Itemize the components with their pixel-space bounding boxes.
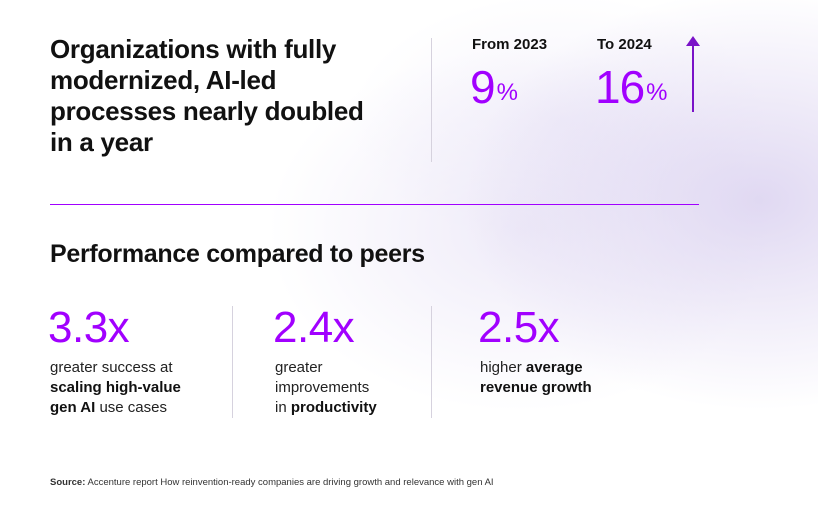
stat-text-bold: revenue growth xyxy=(480,379,592,396)
to-value: 16% xyxy=(595,61,668,113)
percent-sign: % xyxy=(496,79,518,106)
section-title: Performance compared to peers xyxy=(50,240,425,268)
stat-value: 2.5x xyxy=(478,303,560,352)
from-value-number: 9 xyxy=(470,61,496,113)
stat-text-line: improvements xyxy=(275,379,370,396)
stat-text-line: use cases xyxy=(95,399,167,416)
stat-text-bold: scaling high-value xyxy=(50,379,181,396)
to-value-number: 16 xyxy=(595,61,645,113)
stat-text-bold: gen AI xyxy=(50,399,96,416)
source-text: Accenture report How reinvention-ready c… xyxy=(85,477,494,488)
section-divider xyxy=(50,204,699,205)
stat-value: 2.4x xyxy=(273,303,355,352)
stat-text-line: greater success at xyxy=(50,359,173,376)
headline-line: modernized, AI-led xyxy=(50,65,277,95)
vertical-divider xyxy=(232,306,233,418)
stat-text-line: higher xyxy=(480,359,526,376)
headline-line: Organizations with fully xyxy=(50,34,337,64)
vertical-divider xyxy=(431,306,432,418)
up-arrow-icon xyxy=(686,36,700,46)
headline: Organizations with fully modernized, AI-… xyxy=(50,34,420,158)
headline-line: in a year xyxy=(50,127,153,157)
headline-line: processes nearly doubled xyxy=(50,96,364,126)
vertical-divider xyxy=(431,38,432,162)
stat-text-line: greater xyxy=(275,359,323,376)
stat-value: 3.3x xyxy=(48,303,130,352)
stat-text-bold: productivity xyxy=(290,399,377,416)
from-year-label: From 2023 xyxy=(472,36,548,53)
stat-description: higher average revenue growth xyxy=(480,358,592,398)
source-label: Source: xyxy=(50,477,86,488)
percent-sign: % xyxy=(646,79,667,106)
up-arrow-shaft xyxy=(692,44,694,112)
stat-text-bold: average xyxy=(525,359,583,376)
stat-description: greater success at scaling high-value ge… xyxy=(50,358,181,418)
from-value: 9% xyxy=(470,61,518,113)
stat-description: greater improvements in productivity xyxy=(275,358,377,418)
stat-text-line: in xyxy=(275,399,291,416)
source-note: Source: Accenture report How reinvention… xyxy=(50,477,494,488)
to-year-label: To 2024 xyxy=(597,36,652,53)
